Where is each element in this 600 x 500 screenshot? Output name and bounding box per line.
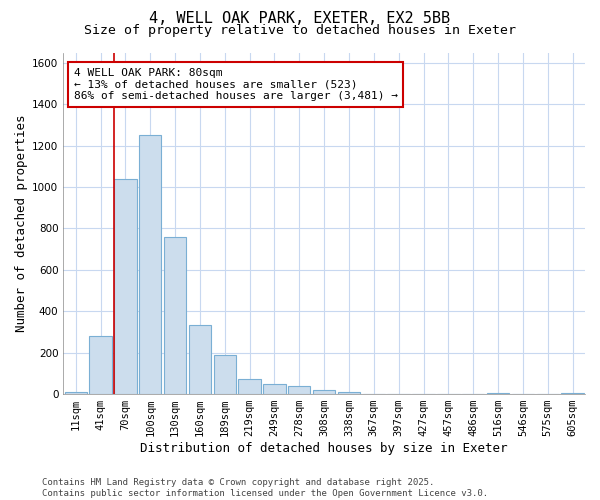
Text: Size of property relative to detached houses in Exeter: Size of property relative to detached ho…	[84, 24, 516, 37]
Bar	[65, 392, 87, 394]
Bar	[487, 393, 509, 394]
Bar	[562, 393, 584, 394]
X-axis label: Distribution of detached houses by size in Exeter: Distribution of detached houses by size …	[140, 442, 508, 455]
Bar	[238, 378, 261, 394]
Bar	[139, 136, 161, 394]
Bar	[263, 384, 286, 394]
Bar	[164, 236, 186, 394]
Bar	[338, 392, 360, 394]
Bar	[114, 179, 137, 394]
Bar	[313, 390, 335, 394]
Text: 4 WELL OAK PARK: 80sqm
← 13% of detached houses are smaller (523)
86% of semi-de: 4 WELL OAK PARK: 80sqm ← 13% of detached…	[74, 68, 398, 101]
Bar	[189, 324, 211, 394]
Bar	[288, 386, 310, 394]
Y-axis label: Number of detached properties: Number of detached properties	[15, 114, 28, 332]
Bar	[89, 336, 112, 394]
Bar	[214, 354, 236, 394]
Text: Contains HM Land Registry data © Crown copyright and database right 2025.
Contai: Contains HM Land Registry data © Crown c…	[42, 478, 488, 498]
Text: 4, WELL OAK PARK, EXETER, EX2 5BB: 4, WELL OAK PARK, EXETER, EX2 5BB	[149, 11, 451, 26]
